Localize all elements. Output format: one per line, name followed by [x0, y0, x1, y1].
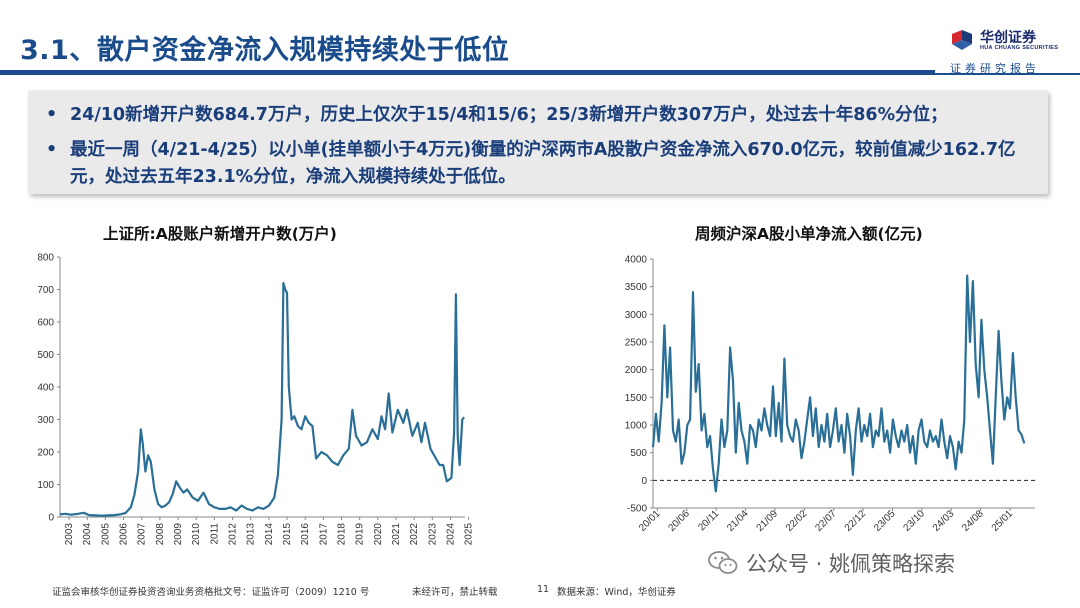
wechat-icon — [708, 551, 738, 574]
x-tick-label: 2016 — [300, 523, 311, 546]
series-line — [651, 274, 1026, 493]
y-tick-label: 200 — [37, 448, 54, 459]
slide-title: 3.1、散户资金净流入规模持续处于低位 — [20, 35, 510, 66]
y-tick-label: 500 — [37, 350, 54, 361]
x-tick-label: 2005 — [100, 523, 111, 546]
x-tick-label: 22/12 — [843, 508, 869, 534]
chart-title-accounts: 上证所:A股账户新增开户数(万户) — [103, 225, 337, 243]
y-tick-label: 400 — [37, 383, 54, 394]
x-tick-label: 23/10 — [902, 508, 928, 534]
bullet-dot-icon: • — [46, 105, 58, 125]
x-tick-label: 2023 — [427, 523, 438, 546]
page-number: 11 — [537, 584, 550, 595]
watermark: 公众号 · 姚佩策略探索 — [708, 548, 955, 578]
x-tick-label: 2007 — [137, 523, 148, 546]
series-line — [59, 281, 465, 517]
x-tick-label: 2011 — [209, 523, 220, 545]
header-rule — [0, 70, 935, 75]
x-tick-label: 2006 — [119, 523, 130, 546]
bullet-dot-icon: • — [46, 140, 58, 160]
header-rule-thin — [935, 73, 1080, 75]
x-tick-label: 25/01 — [990, 508, 1016, 534]
x-tick-label: 2015 — [282, 523, 293, 546]
x-tick-label: 2012 — [228, 523, 239, 546]
x-tick-label: 22/02 — [784, 508, 810, 534]
y-tick-label: 1500 — [625, 393, 648, 404]
y-tick-label: 4000 — [625, 255, 648, 266]
x-tick-label: 2018 — [337, 523, 348, 546]
y-tick-label: 0 — [48, 513, 54, 524]
y-tick-label: 600 — [37, 318, 54, 329]
x-tick-label: 2024 — [445, 523, 456, 546]
y-tick-label: 100 — [37, 480, 54, 491]
footer-license: 证监会审核华创证券投资咨询业务资格批文号：证监许可（2009）1210 号 — [52, 587, 370, 598]
chart-title-inflow: 周频沪深A股小单净流入额(亿元) — [695, 225, 923, 243]
logo-name-en: HUA CHUANG SECURITIES — [980, 45, 1059, 51]
y-tick-label: 3500 — [625, 282, 648, 293]
x-tick-label: 2017 — [318, 523, 329, 546]
y-tick-label: 2500 — [625, 338, 648, 349]
x-tick-label: 2003 — [64, 523, 75, 546]
y-tick-label: 300 — [37, 415, 54, 426]
x-tick-label: 2014 — [264, 523, 275, 546]
x-tick-label: 2025 — [464, 523, 475, 546]
logo-name-cn: 华创证券 — [980, 30, 1036, 46]
x-tick-label: 20/11 — [696, 508, 721, 533]
y-tick-label: 800 — [37, 253, 54, 264]
bullet-item: • 24/10新增开户数684.7万户，历史上仅次于15/4和15/6；25/3… — [42, 102, 1034, 129]
brand-logo: 华创证券 HUA CHUANG SECURITIES — [942, 24, 1060, 64]
bullet-text: 24/10新增开户数684.7万户，历史上仅次于15/4和15/6；25/3新增… — [70, 105, 948, 125]
x-tick-label: 2013 — [246, 523, 257, 546]
logo-mark-icon — [952, 30, 972, 50]
x-tick-label: 24/08 — [960, 508, 986, 534]
x-tick-label: 2022 — [409, 523, 420, 546]
x-tick-label: 2019 — [355, 523, 366, 546]
y-tick-label: 3000 — [625, 310, 648, 321]
x-tick-label: 2020 — [373, 523, 384, 546]
x-tick-label: 20/06 — [666, 508, 692, 534]
y-tick-label: 0 — [641, 476, 647, 487]
y-tick-label: 700 — [37, 285, 54, 296]
y-tick-label: 2000 — [625, 365, 648, 376]
x-tick-label: 24/03 — [931, 508, 957, 534]
x-tick-label: 21/09 — [755, 508, 781, 534]
data-source: 数据来源：Wind，华创证券 — [557, 587, 676, 598]
x-tick-label: 21/04 — [725, 508, 751, 534]
y-tick-label: 1000 — [625, 421, 648, 432]
chart-new-accounts: 0 100 200 300 400 500 600 700 800 2003 2004 2005 200… — [37, 253, 475, 546]
chart-small-order-inflow: -500 0 500 1000 1500 2000 2500 3000 3500 4000 20/0… — [625, 255, 1035, 534]
bullet-text: 最近一周（4/21-4/25）以小单(挂单额小于4万元)衡量的沪深两市A股散户资… — [70, 140, 1016, 187]
y-tick-label: 500 — [630, 448, 647, 459]
x-tick-label: 23/05 — [872, 508, 898, 534]
footer-notice: 未经许可，禁止转载 — [412, 587, 498, 598]
y-tick-label: -500 — [627, 504, 647, 515]
x-tick-label: 2009 — [173, 523, 184, 546]
x-tick-label: 2010 — [191, 523, 202, 546]
report-tag: 证券研究报告 — [950, 62, 1040, 75]
x-tick-label: 2008 — [155, 523, 166, 546]
summary-box: • 24/10新增开户数684.7万户，历史上仅次于15/4和15/6；25/3… — [28, 90, 1048, 194]
bullet-item: • 最近一周（4/21-4/25）以小单(挂单额小于4万元)衡量的沪深两市A股散… — [42, 137, 1034, 191]
watermark-text: 公众号 · 姚佩策略探索 — [746, 552, 956, 576]
x-tick-label: 2004 — [82, 523, 93, 546]
x-tick-label: 2021 — [391, 523, 402, 546]
x-tick-label: 22/07 — [813, 508, 839, 534]
